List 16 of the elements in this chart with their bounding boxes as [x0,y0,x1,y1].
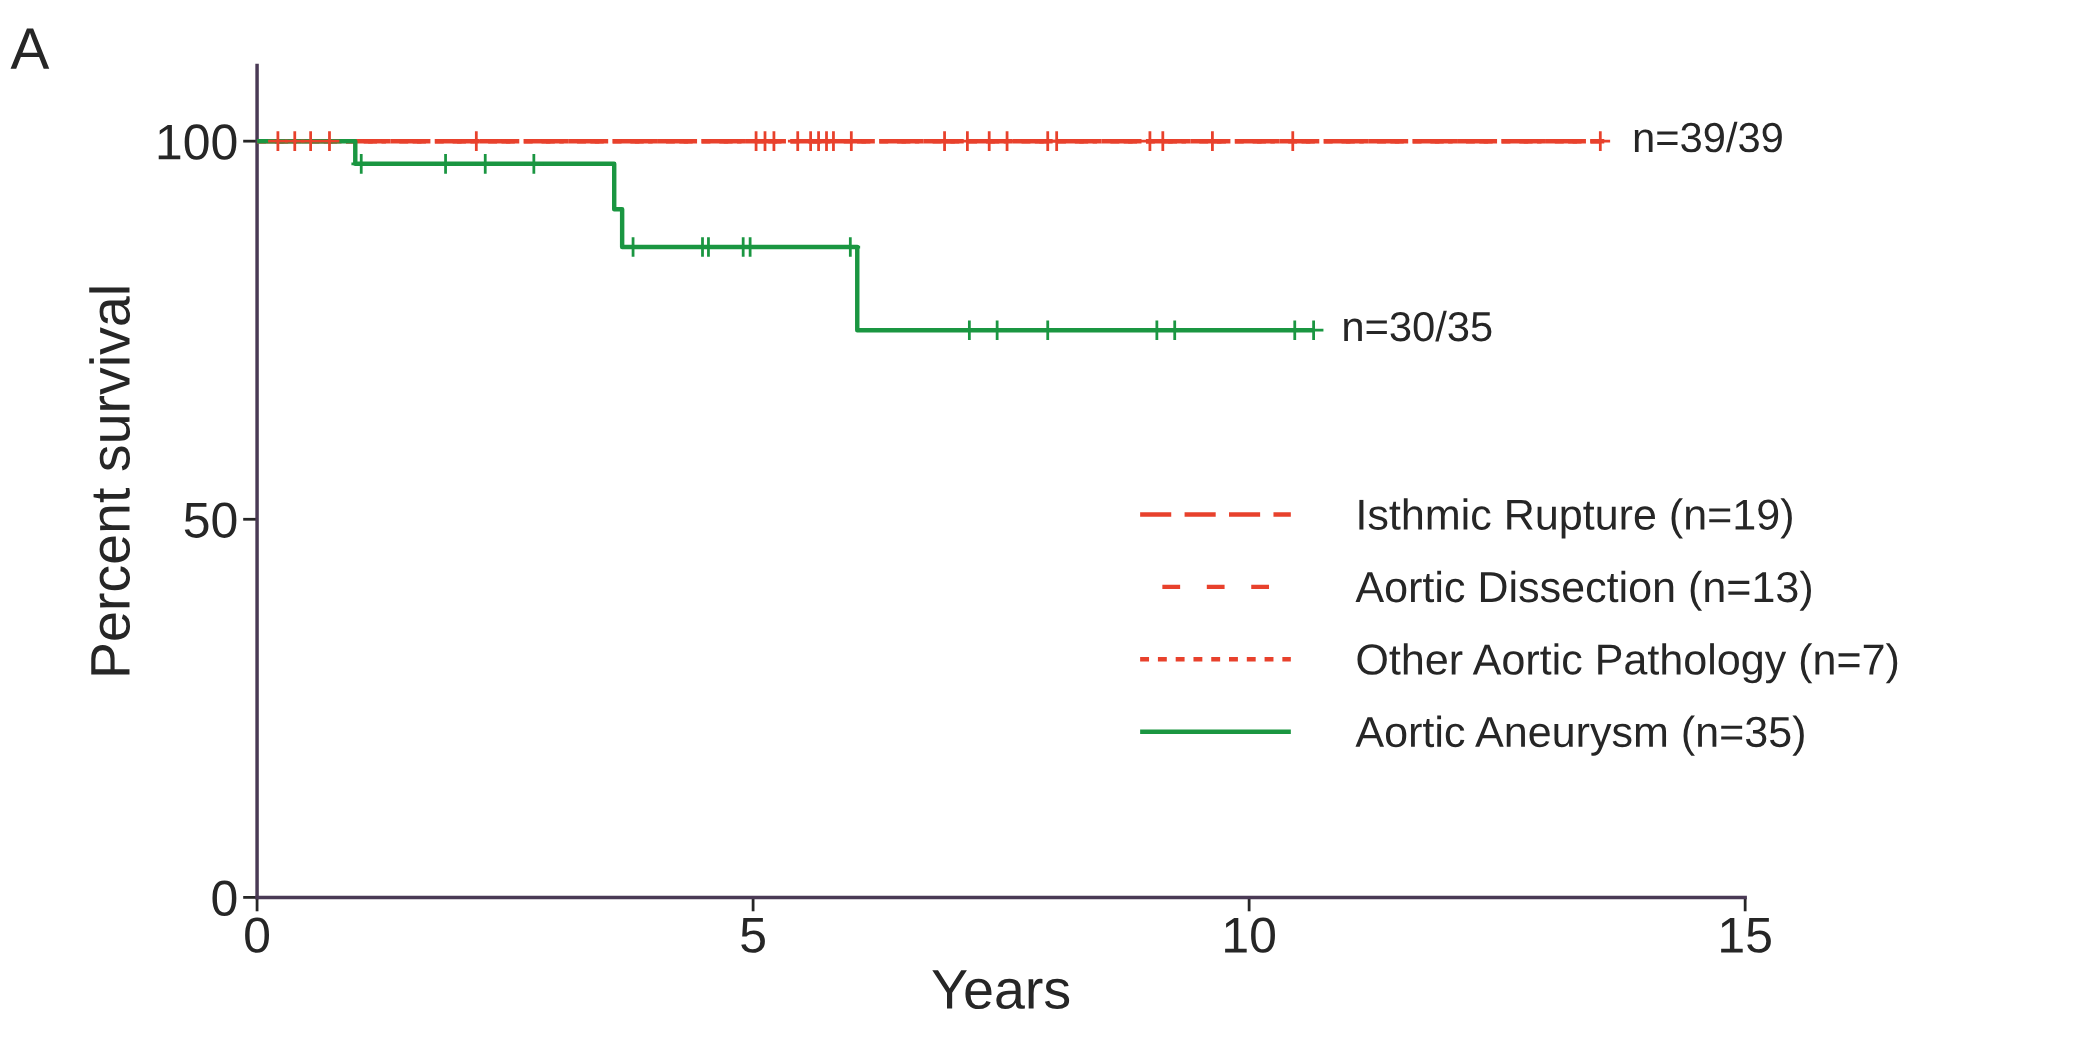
y-tick-label: 100 [158,124,237,160]
annotation: n=39/39 [1634,121,1782,153]
text: A [10,28,50,69]
y-tick-label: 50 [184,502,237,538]
x-tick-label: 10 [1225,917,1275,953]
y-tick-label: 0 [212,880,237,916]
x-tick-label: 0 [245,917,270,953]
x-tick-label: 15 [1721,917,1771,953]
x-axis-title: Years [932,970,1070,1010]
legend-label: Other Aortic Pathology (n=7) [1357,643,1898,684]
x-tick-label: 5 [741,917,765,953]
annotation: n=30/35 [1344,310,1492,342]
legend-label: Isthmic Rupture (n=19) [1359,498,1792,539]
legend-label: Aortic Dissection (n=13) [1355,570,1811,611]
y-axis-title: Percent survival [89,287,131,675]
legend-label: Aortic Aneurysm (n=35) [1355,715,1804,756]
